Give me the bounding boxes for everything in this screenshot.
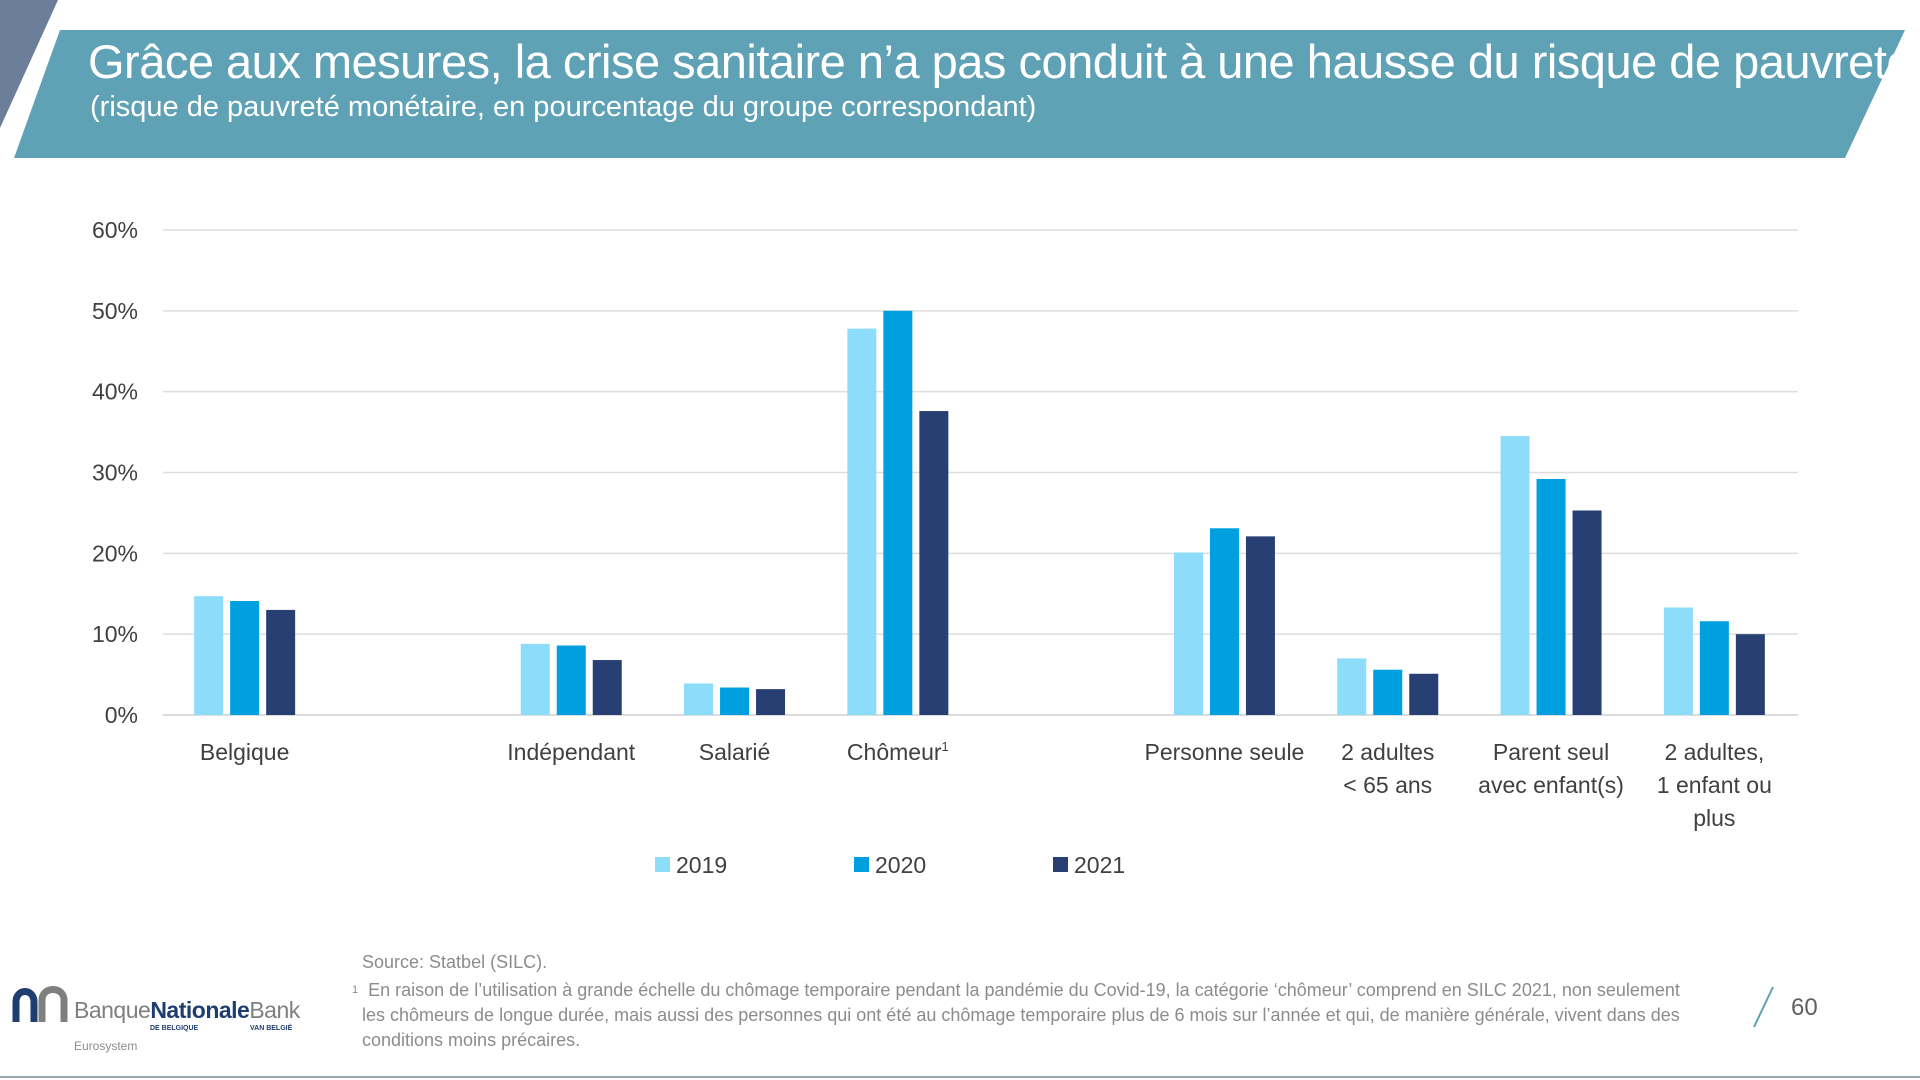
bar-2019 bbox=[1663, 607, 1693, 715]
category-labels: Belgique Indépendant Salarié Chômeur1 Person… bbox=[200, 739, 1772, 831]
legend-label-2020: 2020 bbox=[875, 852, 926, 878]
title-banner-shape bbox=[14, 30, 1905, 158]
footnote-marker: 1 bbox=[352, 984, 359, 996]
category-label: Belgique bbox=[200, 739, 290, 765]
legend: 2019 2020 2021 bbox=[655, 852, 1125, 878]
category-label: Indépendant bbox=[507, 739, 636, 765]
bar-2019 bbox=[194, 596, 224, 715]
bar-2020 bbox=[883, 310, 913, 715]
legend-swatch-2020 bbox=[854, 857, 869, 872]
legend-label-2021: 2021 bbox=[1074, 852, 1125, 878]
bar-2020 bbox=[1373, 669, 1403, 715]
footnote-text: En raison de l’utilisation à grande éche… bbox=[362, 980, 1680, 1050]
y-tick-label: 20% bbox=[92, 540, 138, 566]
y-tick-label: 50% bbox=[92, 298, 138, 324]
bar-2020 bbox=[230, 601, 260, 715]
page-number: 60 bbox=[1791, 994, 1818, 1021]
bar-2020 bbox=[556, 645, 586, 715]
chart-subtitle: (risque de pauvreté monétaire, en pource… bbox=[90, 91, 1037, 123]
bar-2021 bbox=[919, 411, 949, 715]
bar-2021 bbox=[266, 609, 296, 715]
header-banner bbox=[0, 0, 1905, 158]
legend-swatch-2019 bbox=[655, 857, 670, 872]
bar-2019 bbox=[1337, 658, 1367, 715]
bar-2021 bbox=[1245, 536, 1275, 715]
bar-2021 bbox=[1735, 634, 1765, 715]
bar-2021 bbox=[1572, 510, 1602, 715]
category-label: Parent seul avec enfant(s) bbox=[1478, 739, 1624, 798]
bar-2020 bbox=[1209, 528, 1239, 715]
corner-triangle bbox=[0, 0, 58, 128]
bar-2020 bbox=[1699, 621, 1729, 715]
bar-2019 bbox=[847, 328, 877, 715]
logo-eurosystem: Eurosystem bbox=[74, 1039, 138, 1053]
source-note: Source: Statbel (SILC). bbox=[362, 952, 548, 972]
bar-2019 bbox=[684, 683, 714, 715]
chart-title: Grâce aux mesures, la crise sanitaire n’… bbox=[88, 35, 1920, 88]
logo-wordmark: BanqueNationaleBank bbox=[74, 997, 300, 1023]
nbb-logo-mark-icon bbox=[12, 986, 68, 1022]
nbb-logo: BanqueNationaleBank DE BELGIQUE VAN BELG… bbox=[12, 978, 312, 1053]
bar-2020 bbox=[720, 687, 750, 715]
page-divider-slash-icon bbox=[1753, 986, 1774, 1028]
logo-sub-nl: VAN BELGIË bbox=[250, 1025, 293, 1032]
y-tick-label: 0% bbox=[105, 702, 138, 728]
y-axis-ticks: 0% 10% 20% 30% 40% 50% 60% bbox=[92, 217, 138, 728]
y-tick-label: 10% bbox=[92, 621, 138, 647]
legend-swatch-2021 bbox=[1053, 857, 1068, 872]
bar-2020 bbox=[1536, 478, 1566, 715]
category-label: Personne seule bbox=[1145, 739, 1305, 765]
y-tick-label: 60% bbox=[92, 217, 138, 243]
y-tick-label: 30% bbox=[92, 460, 138, 486]
category-label: Chômeur1 bbox=[847, 739, 949, 765]
bar-2019 bbox=[520, 643, 550, 715]
bar-2021 bbox=[592, 660, 622, 715]
category-label: 2 adultes, 1 enfant ou plus bbox=[1657, 739, 1772, 831]
footnote: 1 En raison de l’utilisation à grande éch… bbox=[352, 978, 1702, 1053]
category-label: 2 adultes < 65 ans bbox=[1341, 739, 1434, 798]
bar-2021 bbox=[1409, 673, 1439, 715]
category-label: Salarié bbox=[699, 739, 771, 765]
bars bbox=[194, 310, 1765, 715]
bar-2019 bbox=[1500, 436, 1530, 715]
bar-2021 bbox=[756, 689, 786, 715]
legend-label-2019: 2019 bbox=[676, 852, 727, 878]
bar-2019 bbox=[1173, 552, 1203, 715]
bar-chart: 0% 10% 20% 30% 40% 50% 60% Belgique Indépendant… bbox=[92, 217, 1798, 878]
y-tick-label: 40% bbox=[92, 379, 138, 405]
bottom-rule bbox=[0, 1076, 1920, 1078]
logo-sub-fr: DE BELGIQUE bbox=[150, 1025, 199, 1032]
